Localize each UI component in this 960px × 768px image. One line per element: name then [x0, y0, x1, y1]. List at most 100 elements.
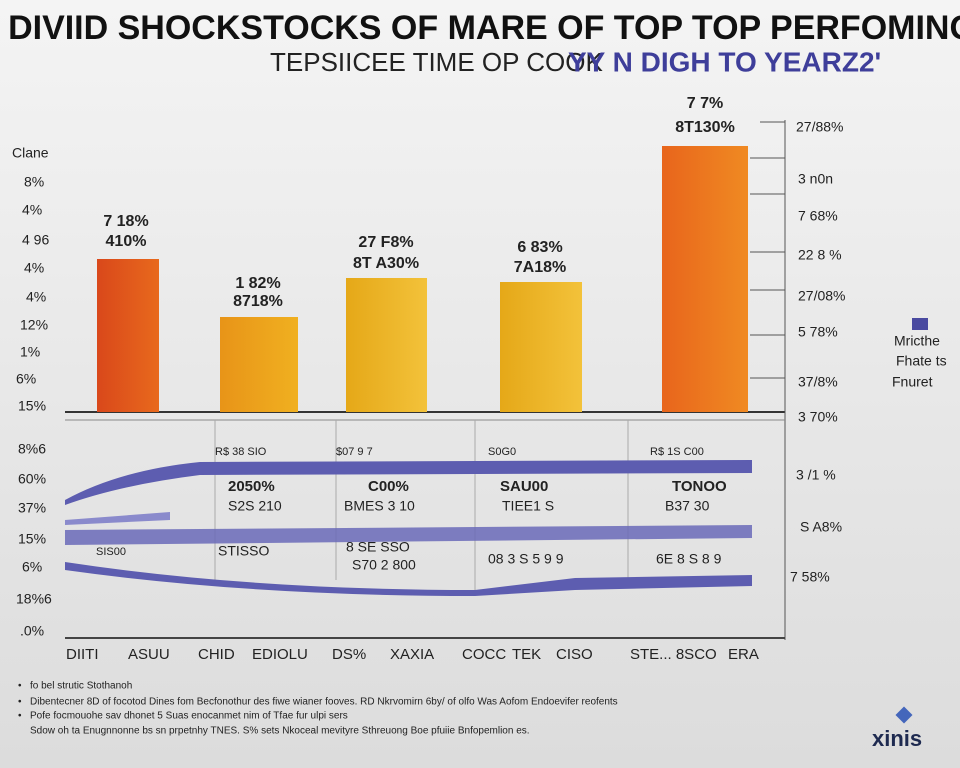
lower-left-axis: 8%6 60% 37% 15% 6% 18%6 .0% [16, 441, 52, 639]
x-label: ERA [728, 646, 759, 663]
cell: S0G0 [488, 446, 516, 458]
lower-cells: R$ 38 SIO $07 9 7 S0G0 R$ 1S C00 2050% C… [96, 446, 727, 573]
bar [97, 259, 159, 412]
bar [346, 278, 427, 412]
note: • [18, 681, 22, 692]
bar-labels: 7 18% 410% 1 82% 8718% 27 F8% 8T A30% 6 … [103, 95, 734, 310]
axis-label: 8%6 [18, 441, 46, 457]
x-label: TEK [512, 646, 541, 663]
cell: R$ 1S C00 [650, 446, 704, 458]
x-label: STE... 8SCO [630, 646, 717, 663]
axis-label: 7 58% [790, 569, 830, 585]
bar-label: 410% [106, 233, 147, 250]
bar [500, 282, 582, 412]
bar [662, 146, 748, 412]
cell: TIEE1 S [502, 498, 554, 514]
axis-label: 5 78% [798, 324, 838, 340]
axis-label: 15% [18, 398, 46, 414]
left-axis: Clane 8% 4% 4 96 4% 4% 12% 1% 6% 15% [12, 145, 49, 414]
axis-label: 4 96 [22, 232, 49, 248]
axis-label: 3 n0n [798, 171, 833, 187]
right-axis: 27/88% 3 n0n 7 68% 22 8 % 27/08% 5 78% 3… [796, 119, 845, 425]
legend-icon [912, 318, 928, 330]
legend-item: Mricthe [894, 333, 940, 349]
x-label: ASUU [128, 646, 170, 663]
legend-item: Fnuret [892, 374, 933, 390]
cell: S70 2 800 [352, 557, 416, 573]
bar-label: 7 18% [103, 213, 148, 230]
bar-label: 8T130% [675, 119, 735, 136]
axis-label: 27/08% [798, 288, 845, 304]
axis-label: 60% [18, 471, 46, 487]
notes: • fo bel strutic Stothanoh • Dibentecner… [18, 681, 618, 737]
lower-right-axis: 3 /1 % S A8% 7 58% [790, 467, 842, 585]
right-ticks [750, 121, 785, 379]
axis-label: .0% [20, 623, 44, 639]
axis-label: 8% [24, 174, 44, 190]
x-label: CHID [198, 646, 235, 663]
note: Pofe focmouohe sav dhonet 5 Suas enocanm… [30, 711, 348, 722]
note: • [18, 711, 22, 722]
note: • [18, 697, 22, 708]
axis-label: 3 /1 % [796, 467, 836, 483]
subtitle: TEPSIICEE TIME OP COOK [270, 47, 603, 77]
axis-label: 37/8% [798, 374, 838, 390]
bar-label: 7A18% [514, 259, 566, 276]
axis-label: 27/88% [796, 119, 843, 135]
x-label: CISO [556, 646, 593, 663]
note: Sdow oh ta Enugnnonne bs sn prpetnhy TNE… [30, 726, 530, 737]
x-label: COCC [462, 646, 506, 663]
bar [220, 317, 298, 412]
cell: S2S 210 [228, 498, 282, 514]
cell: 08 3 S 5 9 9 [488, 551, 564, 567]
cell: B37 30 [665, 498, 710, 514]
note: fo bel strutic Stothanoh [30, 681, 132, 692]
lower-panel [65, 419, 785, 639]
axis-label: 6% [16, 371, 36, 387]
axis-label: 15% [18, 531, 46, 547]
bar-label: 27 F8% [358, 234, 413, 251]
axis-label: 1% [20, 344, 40, 360]
axis-label: 4% [24, 260, 44, 276]
bar-label: 1 82% [235, 275, 280, 292]
bar-label: 6 83% [517, 239, 562, 256]
note: Dibentecner 8D of focotod Dines fom Becf… [30, 697, 618, 708]
legend-item: Fhate ts [896, 353, 947, 369]
bar-label: 8718% [233, 293, 283, 310]
axis-label: 3 70% [798, 409, 838, 425]
cell: SAU00 [500, 478, 548, 495]
logo: xinis [872, 726, 922, 751]
x-label: DS% [332, 646, 366, 663]
cell: BMES 3 10 [344, 498, 415, 514]
axis-label: 4% [22, 202, 42, 218]
x-label: EDIOLU [252, 646, 308, 663]
axis-label: 37% [18, 500, 46, 516]
axis-label: Clane [12, 145, 49, 161]
axis-label: 4% [26, 289, 46, 305]
cell: 8 SE SSO [346, 539, 410, 555]
subtitle-accent: YY N DIGH TO YEARZ2' [568, 46, 881, 77]
cell: SIS00 [96, 546, 126, 558]
x-labels: DIITI ASUU CHID EDIOLU DS% XAXIA COCC TE… [66, 646, 759, 663]
legend: Mricthe Fhate ts Fnuret [892, 318, 947, 390]
axis-label: 6% [22, 559, 42, 575]
cell: TONOO [672, 478, 727, 495]
cell: $07 9 7 [336, 446, 373, 458]
logo-icon [895, 706, 913, 724]
axis-label: 7 68% [798, 208, 838, 224]
cell: R$ 38 SIO [215, 446, 267, 458]
cell: STISSO [218, 543, 269, 559]
x-label: XAXIA [390, 646, 434, 663]
axis-label: S A8% [800, 519, 842, 535]
axis-label: 18%6 [16, 591, 52, 607]
bars [97, 146, 748, 412]
bar-label: 8T A30% [353, 255, 419, 272]
cell: 6E 8 S 8 9 [656, 551, 722, 567]
axis-label: 12% [20, 317, 48, 333]
cell: 2050% [228, 478, 275, 495]
title: DIVIID SHOCKSTOCKS OF MARE OF TOP TOP PE… [8, 9, 960, 47]
bar-label: 7 7% [687, 95, 723, 112]
